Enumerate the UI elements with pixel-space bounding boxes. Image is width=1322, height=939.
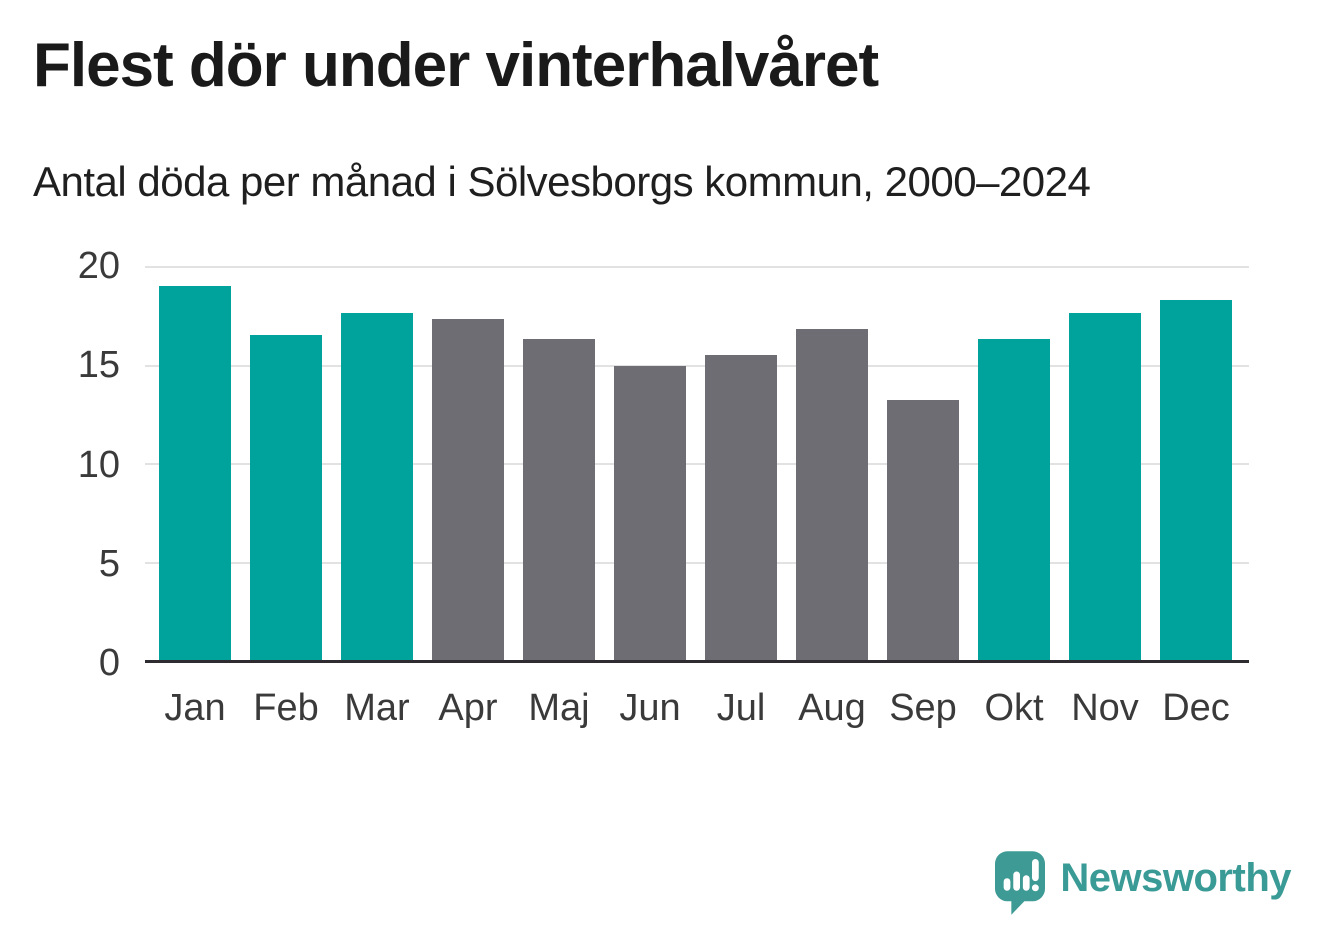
plot-area <box>145 266 1249 663</box>
y-tick-label-10: 10 <box>77 443 120 486</box>
bar-Apr <box>432 319 504 660</box>
bar-Okt <box>978 338 1050 660</box>
newsworthy-logo-text: Newsworthy <box>1060 856 1291 900</box>
bar-Maj <box>523 338 595 660</box>
bar-Feb <box>250 334 322 660</box>
chart-title: Flest dör under vinterhalvåret <box>33 31 879 100</box>
x-tick-text: Mar <box>344 687 410 729</box>
x-tick-label-Jan: Jan <box>159 687 231 730</box>
x-tick-text: Jan <box>164 687 226 729</box>
x-tick-text: Feb <box>253 687 319 729</box>
bar-Mar <box>341 313 413 660</box>
bar-Dec <box>1160 299 1232 660</box>
x-tick-text: Jun <box>619 687 681 729</box>
x-tick-text: Aug <box>798 687 866 729</box>
bar-Jun <box>614 366 686 660</box>
x-tick-label-Jun: Jun <box>614 687 686 730</box>
y-tick-label-5: 5 <box>98 542 120 585</box>
bar-Nov <box>1069 313 1141 660</box>
x-tick-text: Nov <box>1071 687 1139 729</box>
x-tick-label-Apr: Apr <box>432 687 504 730</box>
x-tick-text: Maj <box>528 687 590 729</box>
gridline-20 <box>145 266 1249 268</box>
x-tick-label-Dec: Dec <box>1160 687 1232 730</box>
y-tick-label-15: 15 <box>77 344 120 387</box>
x-tick-text: Dec <box>1162 687 1230 729</box>
x-tick-text: Okt <box>984 687 1044 729</box>
bar-Sep <box>887 399 959 660</box>
x-tick-label-Nov: Nov <box>1069 687 1141 730</box>
x-axis-labels: Jan Feb Mar Apr Maj Jun Jul Aug Sep Okt Nov Dec <box>159 687 1232 730</box>
x-tick-label-Jul: Jul <box>705 687 777 730</box>
bar-Aug <box>796 329 868 660</box>
y-tick-label-0: 0 <box>98 642 120 684</box>
x-tick-label-Feb: Feb <box>250 687 322 730</box>
x-tick-label-Maj: Maj <box>523 687 595 730</box>
x-tick-label-Okt: Okt <box>978 687 1050 730</box>
x-tick-text: Sep <box>889 687 957 729</box>
gridline-15 <box>145 364 1249 367</box>
x-tick-text: Jul <box>716 687 766 729</box>
gridline-5 <box>145 561 1249 564</box>
x-tick-label-Aug: Aug <box>796 687 868 730</box>
bar-Jul <box>705 354 777 660</box>
newsworthy-logo-icon <box>995 851 1046 915</box>
chart-subtitle: Antal döda per månad i Sölvesborgs kommu… <box>33 158 1091 205</box>
bars-container <box>159 266 1249 660</box>
y-tick-label-20: 20 <box>77 245 120 287</box>
newsworthy-logo: Newsworthy <box>995 851 1291 915</box>
gridline-10 <box>145 463 1249 465</box>
bar-Jan <box>159 285 231 660</box>
x-tick-label-Mar: Mar <box>341 687 413 730</box>
x-tick-label-Sep: Sep <box>887 687 959 730</box>
x-tick-text: Apr <box>438 687 498 729</box>
y-axis-labels: 0 5 10 15 20 <box>20 247 120 682</box>
